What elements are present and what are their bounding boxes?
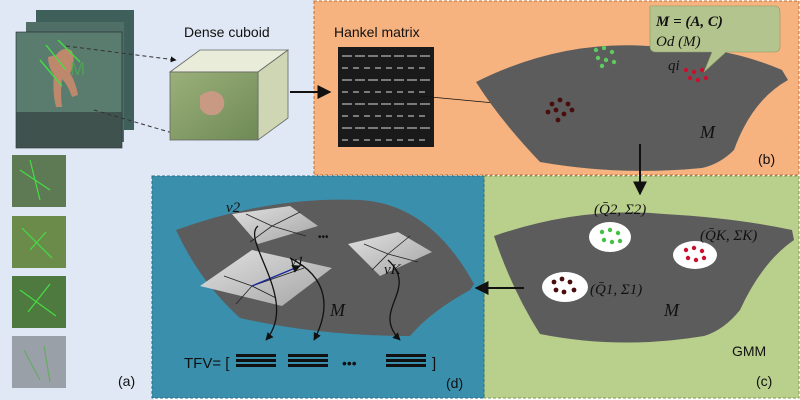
video-thumbnail-1 bbox=[12, 155, 66, 207]
cluster-b-green bbox=[593, 45, 617, 69]
vector-label-v2: v2 bbox=[226, 200, 241, 216]
manifold-c bbox=[494, 212, 794, 343]
cluster-b-dark bbox=[545, 97, 575, 123]
manifold-b bbox=[476, 45, 788, 171]
ellipsis-dots: ••• bbox=[318, 232, 329, 243]
tfv-label: TFV= [ bbox=[184, 355, 230, 372]
panel-c-tag: (c) bbox=[756, 373, 772, 389]
gmm-component-1 bbox=[542, 272, 588, 302]
observability-matrix: Od (M) bbox=[656, 34, 701, 50]
tangent-plane-2 bbox=[232, 206, 318, 244]
tfv-ellipsis: ••• bbox=[342, 355, 357, 371]
hankel-matrix bbox=[338, 47, 434, 147]
manifold-label-c: M bbox=[663, 300, 680, 320]
model-definition: M = (A, C) bbox=[655, 14, 723, 30]
panel-b-tag: (b) bbox=[758, 151, 775, 167]
manifold-label-b: M bbox=[699, 122, 716, 142]
point-label-qi: qi bbox=[668, 58, 680, 74]
arrow-v2-to-tfv bbox=[253, 225, 278, 341]
video-thumbnail-2 bbox=[12, 216, 66, 268]
tfv-block-2 bbox=[288, 354, 328, 367]
cluster-1-params: (Q̄1, Σ1) bbox=[590, 282, 642, 298]
cluster-k-params: (Q̄K, ΣK) bbox=[700, 228, 757, 244]
gmm-component-2 bbox=[589, 222, 631, 252]
dense-cuboid bbox=[168, 49, 290, 141]
panel-a-tag: (a) bbox=[118, 373, 135, 389]
video-frame-stack: M bbox=[15, 10, 134, 149]
cluster-b-red bbox=[683, 67, 709, 83]
projection-line-top bbox=[65, 45, 177, 63]
tangent-plane-1 bbox=[200, 250, 332, 306]
hankel-matrix-label: Hankel matrix bbox=[334, 24, 420, 40]
svg-text:M: M bbox=[70, 59, 85, 79]
gmm-label: GMM bbox=[732, 343, 766, 359]
manifold-label-d: M bbox=[329, 300, 346, 320]
arrow-vk-to-tfv bbox=[387, 259, 401, 341]
tfv-close-bracket: ] bbox=[432, 355, 436, 372]
gmm-component-k bbox=[673, 241, 717, 269]
projection-line-bottom bbox=[93, 109, 177, 136]
tfv-block-k bbox=[386, 354, 426, 367]
cluster-2-params: (Q̄2, Σ2) bbox=[594, 202, 646, 218]
video-thumbnail-3 bbox=[12, 276, 66, 328]
video-thumbnail-4 bbox=[12, 336, 66, 388]
panel-d-tag: (d) bbox=[446, 375, 463, 391]
tfv-block-1 bbox=[236, 354, 276, 367]
model-callout bbox=[649, 5, 781, 73]
tangent-plane-k bbox=[348, 232, 432, 276]
dense-cuboid-label: Dense cuboid bbox=[184, 24, 270, 40]
arrow-v1-to-tfv bbox=[289, 257, 325, 341]
